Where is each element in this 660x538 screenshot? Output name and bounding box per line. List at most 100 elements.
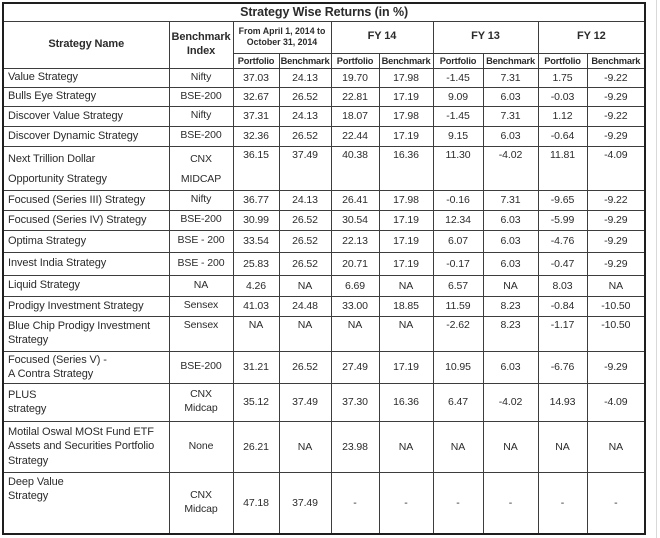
table-row: Optima Strategy BSE - 200 33.54 26.52 22.13 1…	[2, 229, 646, 253]
value-cell: 1.12	[537, 105, 588, 127]
value-cell: 26.52	[278, 86, 332, 107]
table-row: Liquid Strategy NA 4.26 NA 6.69 NA 6.57 NA 8.03 N…	[2, 274, 646, 297]
value-cell: -	[482, 471, 539, 535]
value-cell: 35.12	[232, 382, 280, 422]
table-row: Discover Value Strategy Nifty 37.31 24.13 18…	[2, 105, 646, 127]
table-row: Focused (Series III) Strategy Nifty 36.77 2…	[2, 189, 646, 211]
table-row: Deep Value Strategy CNX Midcap 47.18 37.49- - -…	[2, 471, 646, 535]
value-cell: 6.03	[482, 209, 539, 231]
value-cell: 25.83	[232, 251, 280, 276]
value-cell: -4.09	[586, 382, 646, 422]
benchmark-index-cell: Sensex	[168, 295, 234, 317]
value-cell: 16.36	[378, 382, 434, 422]
value-cell: 1.75	[537, 67, 588, 88]
value-cell: 26.21	[232, 420, 280, 473]
value-cell: 6.03	[482, 350, 539, 384]
strategy-name-cell: Discover Dynamic Strategy	[2, 125, 170, 147]
strategy-name-cell: Focused (Series III) Strategy	[2, 189, 170, 211]
value-cell: 36.15	[232, 145, 280, 191]
value-cell: 37.49	[278, 471, 332, 535]
value-cell: 24.48	[278, 295, 332, 317]
value-cell: 8.23	[482, 295, 539, 317]
scan-edge-line	[656, 0, 657, 538]
value-cell: 4.26	[232, 274, 280, 297]
value-cell: -9.65	[537, 189, 588, 211]
value-cell: -9.29	[586, 125, 646, 147]
value-cell: 17.19	[378, 209, 434, 231]
value-cell: -9.22	[586, 67, 646, 88]
value-cell: -1.45	[432, 105, 484, 127]
value-cell: 37.31	[232, 105, 280, 127]
value-cell: NA	[278, 274, 332, 297]
table-header-row: Strategy Name Benchmark Index From April…	[2, 20, 646, 69]
value-cell: -	[586, 471, 646, 535]
value-cell: -10.50	[586, 315, 646, 352]
value-cell: 26.52	[278, 229, 332, 253]
value-cell: -2.62	[432, 315, 484, 352]
benchmark-index-cell: Nifty	[168, 189, 234, 211]
value-cell: NA	[330, 315, 380, 352]
subheader-benchmark: Benchmark	[482, 52, 539, 69]
value-cell: NA	[432, 420, 484, 473]
benchmark-index-cell: BSE - 200	[168, 229, 234, 253]
value-cell: 6.03	[482, 86, 539, 107]
strategy-name-cell: Discover Value Strategy	[2, 105, 170, 127]
benchmark-index-cell: BSE-200	[168, 125, 234, 147]
benchmark-index-cell: Sensex	[168, 315, 234, 352]
value-cell: NA	[378, 315, 434, 352]
value-cell: -1.45	[432, 67, 484, 88]
value-cell: 47.18	[232, 471, 280, 535]
value-cell: -4.02	[482, 145, 539, 191]
benchmark-index-cell: NA	[168, 274, 234, 297]
value-cell: 26.52	[278, 350, 332, 384]
value-cell: -4.02	[482, 382, 539, 422]
value-cell: 14.93	[537, 382, 588, 422]
value-cell: 23.98	[330, 420, 380, 473]
value-cell: 7.31	[482, 105, 539, 127]
value-cell: NA	[378, 274, 434, 297]
col-header-fy13: FY 13	[432, 20, 539, 54]
value-cell: 33.00	[330, 295, 380, 317]
value-cell: 6.03	[482, 251, 539, 276]
strategy-name-cell: Invest India Strategy	[2, 251, 170, 276]
table-row: Next Trillion Dollar Opportunity Strategy…	[2, 145, 646, 191]
subheader-portfolio: Portfolio	[330, 52, 380, 69]
value-cell: NA	[278, 420, 332, 473]
value-cell: 10.95	[432, 350, 484, 384]
value-cell: -9.29	[586, 350, 646, 384]
subheader-benchmark: Benchmark	[278, 52, 332, 69]
col-header-benchmark-index: Benchmark Index	[168, 20, 234, 69]
value-cell: 17.19	[378, 251, 434, 276]
value-cell: 30.99	[232, 209, 280, 231]
value-cell: NA	[482, 274, 539, 297]
benchmark-index-cell: None	[168, 420, 234, 473]
strategy-name-cell: PLUS strategy	[2, 382, 170, 422]
value-cell: 19.70	[330, 67, 380, 88]
value-cell: -0.47	[537, 251, 588, 276]
value-cell: -5.99	[537, 209, 588, 231]
value-cell: 26.52	[278, 209, 332, 231]
value-cell: -4.09	[586, 145, 646, 191]
strategy-name-cell: Value Strategy	[2, 67, 170, 88]
value-cell: 11.81	[537, 145, 588, 191]
value-cell: -9.29	[586, 229, 646, 253]
value-cell: -9.22	[586, 105, 646, 127]
table-row: PLUS strategy CNX Midcap 35.12 37.49 37.30 16.3…	[2, 382, 646, 422]
table-body: Value Strategy Nifty 37.03 24.13 19.70 17.98-…	[2, 67, 646, 535]
subheader-benchmark: Benchmark	[378, 52, 434, 69]
value-cell: 18.85	[378, 295, 434, 317]
value-cell: 22.44	[330, 125, 380, 147]
table-row: Invest India Strategy BSE - 200 25.83 26.52…	[2, 251, 646, 276]
table-row: Discover Dynamic Strategy BSE-200 32.36 26.…	[2, 125, 646, 147]
col-header-fy14: FY 14	[330, 20, 434, 54]
value-cell: NA	[482, 420, 539, 473]
value-cell: 24.13	[278, 105, 332, 127]
value-cell: 17.19	[378, 125, 434, 147]
value-cell: 26.52	[278, 251, 332, 276]
value-cell: -	[330, 471, 380, 535]
value-cell: -9.29	[586, 86, 646, 107]
value-cell: 16.36	[378, 145, 434, 191]
value-cell: 12.34	[432, 209, 484, 231]
strategy-name-cell: Optima Strategy	[2, 229, 170, 253]
table-row: Prodigy Investment Strategy Sensex 41.03 24…	[2, 295, 646, 317]
